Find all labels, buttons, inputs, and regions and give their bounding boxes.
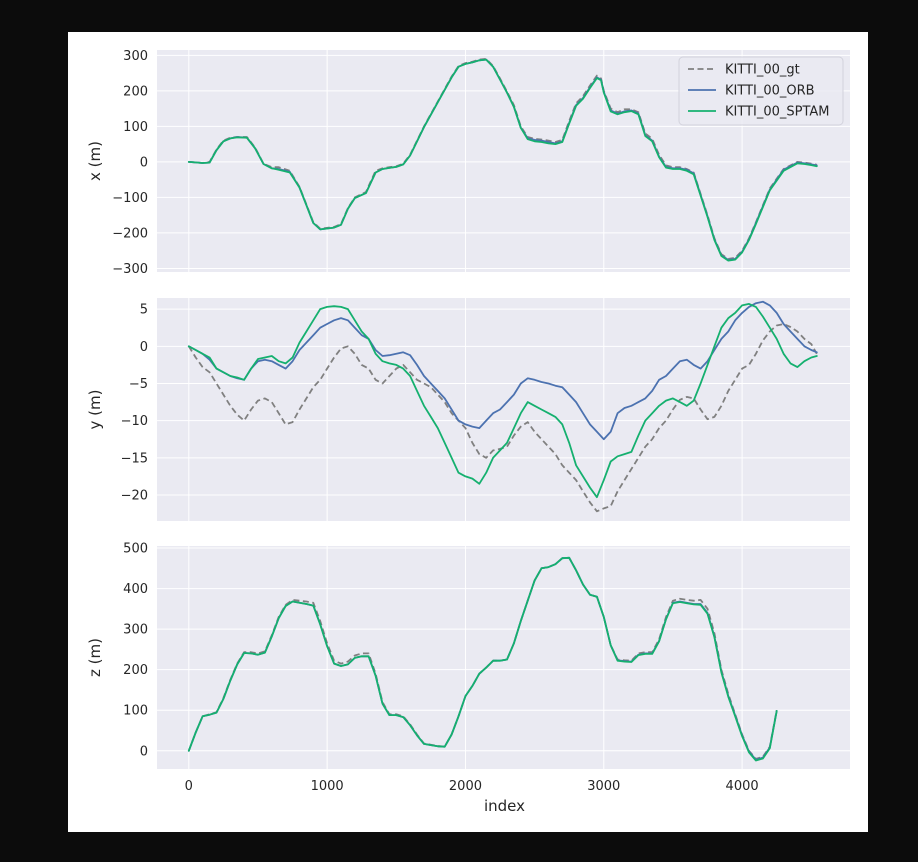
figure: 300 200 100 0 −100 −200 −300 x (m) 5 0 −5 −10 −15 −20…: [68, 32, 868, 832]
series-group: [187, 58, 818, 262]
subplot-3: 500 400 300 200 100 0 z (m): [86, 542, 850, 769]
legend-label: KITTI_00_SPTAM: [725, 105, 830, 120]
y-tick-label: −15: [121, 451, 148, 466]
y-tick-label: 400: [123, 582, 148, 597]
series-line-kitti_00_gt: [188, 323, 818, 513]
series-group: [187, 300, 818, 513]
y-tick-label: 300: [123, 623, 148, 638]
y-tick-label: −200: [112, 226, 148, 241]
plot-area: [157, 546, 850, 769]
legend-label: KITTI_00_ORB: [725, 84, 815, 99]
x-axis-label: index: [484, 797, 525, 815]
x-tick-label: 0: [185, 779, 193, 794]
plot-area: [157, 298, 850, 521]
y-tick-label: 0: [140, 340, 148, 355]
y-tick-label: 300: [123, 49, 148, 64]
y-tick-label: 0: [140, 744, 148, 759]
series-line-kitti_00_orb: [187, 300, 818, 441]
y-tick-label: 0: [140, 155, 148, 170]
y-tick-label: −300: [112, 262, 148, 277]
series-line-kitti_00_sptam: [187, 58, 818, 262]
y-tick-label: 200: [123, 84, 148, 99]
legend-box: [678, 56, 844, 126]
series-line-kitti_00_sptam: [187, 556, 778, 762]
x-tick-label: 4000: [726, 779, 759, 794]
x-tick-label: 2000: [449, 779, 482, 794]
series-group: [187, 556, 778, 762]
x-tick-label: 3000: [587, 779, 620, 794]
y-tick-label: −100: [112, 191, 148, 206]
y-tick-label: 100: [123, 704, 148, 719]
y-tick-label: 200: [123, 663, 148, 678]
series-line-kitti_00_sptam: [187, 303, 818, 499]
y-tick-label: 500: [123, 542, 148, 557]
y-tick-label: 5: [140, 303, 148, 318]
subplot-2: 5 0 −5 −10 −15 −20 y (m): [86, 298, 850, 521]
y-axis-label: x (m): [86, 141, 104, 181]
y-tick-label: 100: [123, 120, 148, 135]
legend: KITTI_00_gt KITTI_00_ORB KITTI_00_SPTAM: [678, 56, 844, 126]
y-tick-label: −5: [129, 377, 148, 392]
y-axis-label: z (m): [86, 638, 104, 677]
y-axis-label: y (m): [86, 390, 104, 430]
y-tick-label: −10: [121, 414, 148, 429]
x-tick-label: 1000: [311, 779, 344, 794]
y-tick-label: −20: [121, 488, 148, 503]
legend-label: KITTI_00_gt: [725, 63, 800, 78]
